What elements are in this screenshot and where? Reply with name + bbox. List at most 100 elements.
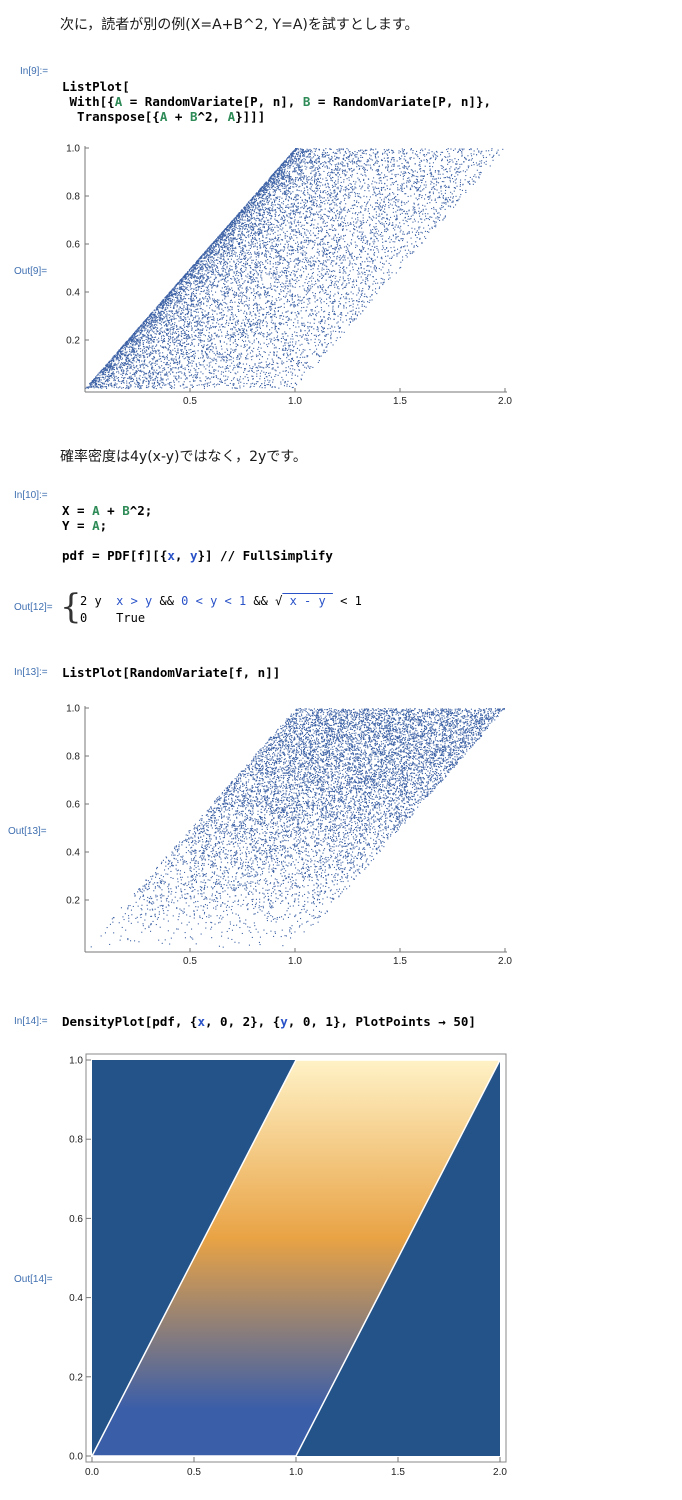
data-point (296, 384, 298, 386)
data-point (270, 195, 272, 197)
data-point (343, 222, 345, 224)
data-point (340, 223, 342, 225)
data-point (436, 182, 438, 184)
data-point (289, 225, 291, 227)
data-point (250, 276, 252, 278)
data-point (401, 204, 403, 206)
data-point (393, 193, 395, 195)
data-point (218, 308, 220, 310)
data-point (449, 176, 451, 178)
data-point (364, 235, 366, 237)
data-point (405, 166, 407, 168)
data-point (201, 268, 203, 270)
data-point (352, 161, 354, 163)
data-point (121, 387, 123, 389)
data-point (276, 184, 278, 186)
data-point (114, 382, 116, 384)
data-point (283, 290, 285, 292)
data-point (356, 221, 358, 223)
data-point (235, 262, 237, 264)
data-point (364, 282, 366, 284)
data-point (258, 365, 260, 367)
data-point (191, 292, 193, 294)
data-point (459, 181, 461, 183)
data-point (427, 152, 429, 154)
data-point (254, 266, 256, 268)
data-point (440, 154, 442, 156)
data-point (123, 362, 125, 364)
data-point (242, 227, 244, 229)
data-point (328, 167, 330, 169)
data-point (259, 195, 261, 197)
data-point (355, 218, 357, 220)
data-point (379, 177, 381, 179)
data-point (317, 178, 319, 180)
data-point (205, 257, 207, 259)
data-point (359, 165, 361, 167)
data-point (284, 192, 286, 194)
data-point (217, 270, 219, 272)
code-in9[interactable]: ListPlot[ With[{A = RandomVariate[P, n],… (62, 64, 491, 124)
data-point (283, 306, 285, 308)
data-point (347, 156, 349, 158)
data-point (278, 173, 280, 175)
data-point (169, 384, 171, 386)
data-point (378, 190, 380, 192)
data-point (366, 278, 368, 280)
data-point (138, 337, 140, 339)
data-point (215, 291, 217, 293)
data-point (209, 262, 211, 264)
data-point (159, 305, 161, 307)
data-point (350, 291, 352, 293)
data-point (167, 378, 169, 380)
data-point (226, 272, 228, 274)
data-point (342, 229, 344, 231)
data-point (218, 299, 220, 301)
data-point (296, 210, 298, 212)
data-point (424, 148, 426, 150)
data-point (232, 234, 234, 236)
data-point (311, 273, 313, 275)
data-point (318, 250, 320, 252)
data-point (445, 197, 447, 199)
data-point (231, 229, 233, 231)
data-point (155, 388, 157, 390)
data-point (385, 221, 387, 223)
data-point (279, 271, 281, 273)
data-point (209, 351, 211, 353)
data-point (124, 353, 126, 355)
data-point (154, 320, 156, 322)
data-point (195, 334, 197, 336)
data-point (372, 289, 374, 291)
data-point (252, 241, 254, 243)
data-point (256, 215, 258, 217)
data-point (267, 293, 269, 295)
data-point (151, 316, 153, 318)
data-point (194, 369, 196, 371)
data-point (281, 197, 283, 199)
data-point (263, 220, 265, 222)
data-point (135, 356, 137, 358)
data-point (383, 281, 385, 283)
data-point (159, 329, 161, 331)
data-point (286, 241, 288, 243)
data-point (469, 183, 471, 185)
data-point (502, 148, 504, 150)
data-point (347, 189, 349, 191)
data-point (250, 200, 252, 202)
data-point (340, 297, 342, 299)
data-point (105, 373, 107, 375)
data-point (190, 344, 192, 346)
data-point (391, 272, 393, 274)
data-point (318, 161, 320, 163)
data-point (473, 175, 475, 177)
data-point (309, 257, 311, 259)
data-point (237, 242, 239, 244)
data-point (245, 254, 247, 256)
data-point (340, 212, 342, 214)
data-point (324, 190, 326, 192)
data-point (308, 343, 310, 345)
data-point (232, 349, 234, 351)
data-point (347, 197, 349, 199)
data-point (293, 222, 295, 224)
